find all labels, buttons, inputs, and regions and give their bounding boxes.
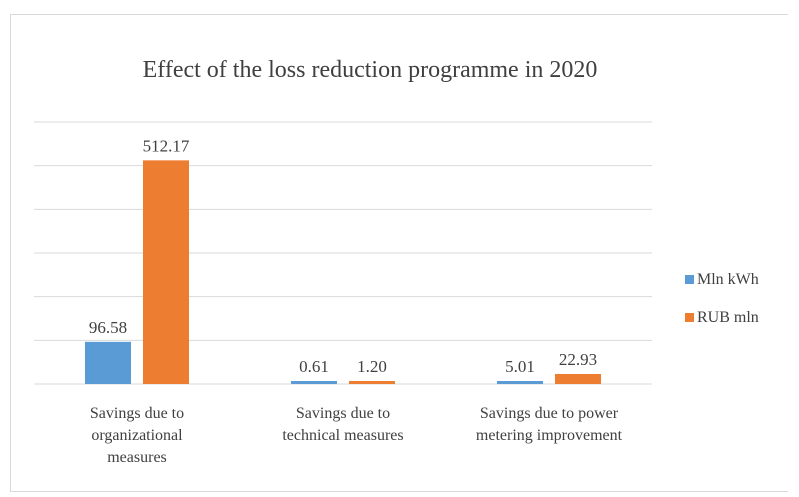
legend: Mln kWh RUB mln [685,271,759,326]
legend-swatch [685,313,694,322]
category-label: measures [107,449,167,466]
legend-swatch [685,275,694,284]
chart-title: Effect of the loss reduction programme i… [143,57,598,83]
category-label: technical measures [282,427,403,444]
chart-frame [10,14,788,492]
data-label: 512.17 [143,136,190,155]
category-label: Savings due to [296,405,390,422]
data-labels: 96.58 512.17 0.61 1.20 5.01 22.93 [89,136,597,376]
bar-mln-kwh-2 [291,381,337,384]
data-label: 1.20 [357,357,387,376]
category-label: Savings due to power [480,405,619,422]
data-label: 5.01 [505,357,535,376]
legend-label: Mln kWh [697,271,759,288]
data-label: 22.93 [559,350,597,369]
category-labels: Savings due to organizational measures Savi… [90,405,623,466]
bars [85,160,601,384]
gridlines [34,121,652,385]
data-label: 0.61 [299,357,329,376]
bar-mln-kwh-1 [85,341,131,384]
category-label: organizational [91,427,183,444]
bar-rub-mln-2 [349,381,395,384]
bar-rub-mln-3 [555,373,601,384]
bar-rub-mln-1 [143,160,189,384]
data-label: 96.58 [89,318,127,337]
category-label: Savings due to [90,405,184,422]
bar-mln-kwh-3 [497,381,543,384]
legend-label: RUB mln [697,309,759,326]
category-label: metering improvement [476,427,623,444]
